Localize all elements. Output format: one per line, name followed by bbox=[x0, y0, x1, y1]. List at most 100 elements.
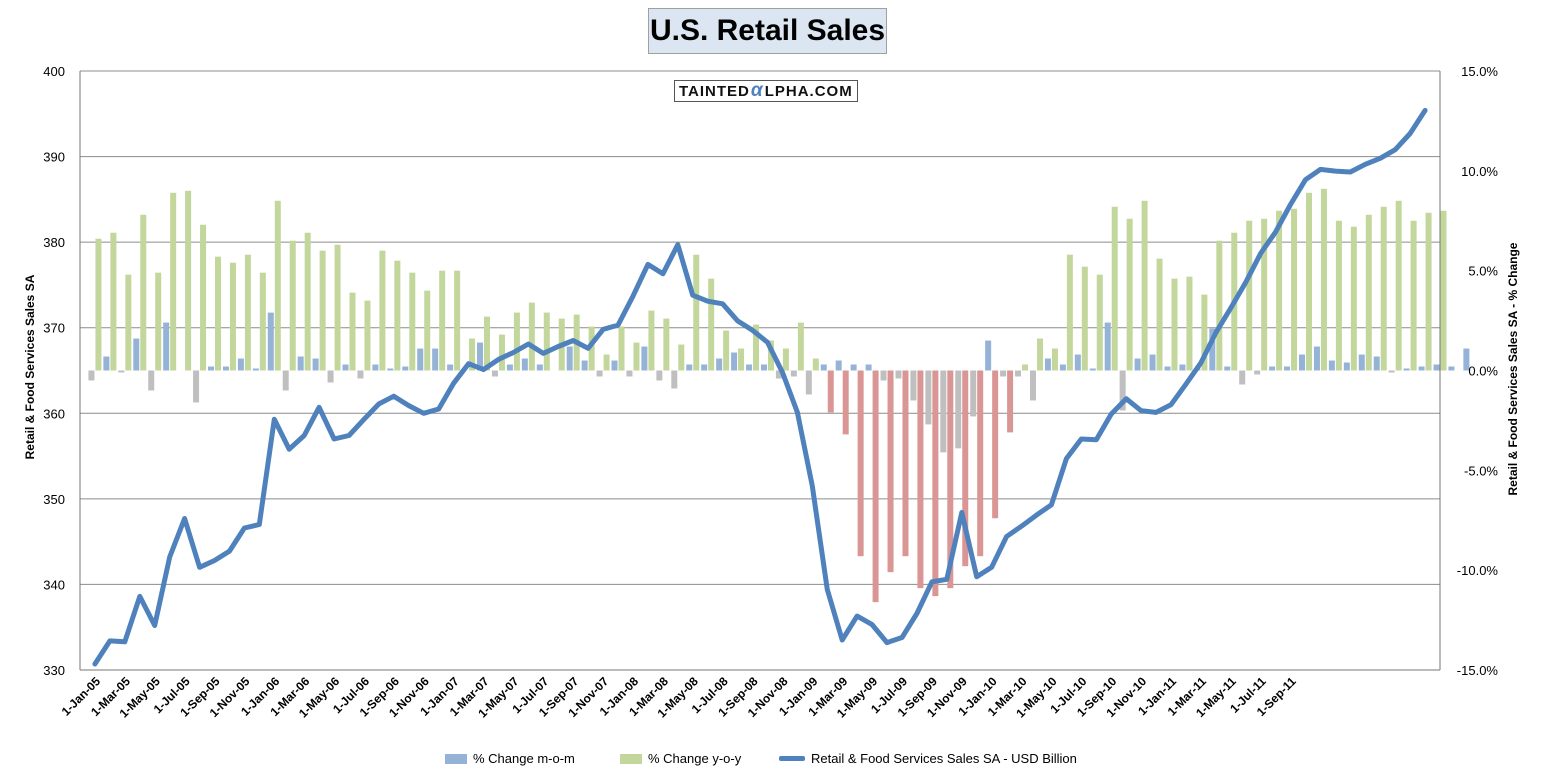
legend: % Change m-o-m % Change y-o-y Retail & F… bbox=[0, 751, 1542, 771]
yoy-bar bbox=[259, 272, 266, 371]
yoy-bar bbox=[842, 370, 849, 435]
right-tick-labels: -15.0% -10.0% -5.0% 0.0% 5.0% 10.0% 15.0% bbox=[1457, 64, 1499, 678]
x-tick-labels: 1-Jan-051-Mar-051-May-051-Jul-051-Sep-05… bbox=[59, 674, 1299, 720]
yoy-bar bbox=[962, 370, 969, 567]
mom-bar bbox=[491, 370, 498, 377]
yoy-bar bbox=[1007, 370, 1014, 433]
mom-bar bbox=[686, 364, 693, 371]
yoy-bar bbox=[1410, 220, 1417, 371]
mom-bar bbox=[267, 312, 274, 371]
mom-bar bbox=[1089, 368, 1096, 371]
mom-bar bbox=[1254, 370, 1261, 375]
mom-bar bbox=[1463, 348, 1470, 371]
legend-swatch-yoy bbox=[620, 753, 642, 764]
legend-label-sales: Retail & Food Services Sales SA - USD Bi… bbox=[811, 751, 1077, 766]
mom-bar bbox=[611, 360, 618, 371]
yoy-bar bbox=[140, 214, 147, 371]
mom-bar bbox=[671, 370, 678, 389]
yoy-bar bbox=[304, 232, 311, 371]
mom-bar bbox=[1418, 366, 1425, 371]
mom-bar bbox=[163, 322, 170, 371]
yoy-bar bbox=[409, 272, 416, 371]
mom-bar bbox=[1179, 364, 1186, 371]
mom-bar bbox=[731, 352, 738, 371]
yoy-bar bbox=[932, 370, 939, 597]
mom-bar bbox=[282, 370, 289, 391]
watermark-alpha: α bbox=[750, 80, 764, 101]
yoy-bar bbox=[1036, 338, 1043, 371]
legend-label-yoy: % Change y-o-y bbox=[648, 751, 742, 766]
y2-tick-label: -10.0% bbox=[1457, 563, 1499, 578]
yoy-bar bbox=[1440, 210, 1447, 371]
mom-bar bbox=[506, 364, 513, 371]
yoy-bar bbox=[738, 348, 745, 371]
mom-bar bbox=[1015, 370, 1022, 377]
mom-bar bbox=[970, 370, 977, 417]
mom-bar bbox=[357, 370, 364, 379]
mom-bar bbox=[1149, 354, 1156, 371]
y-tick-label: 330 bbox=[43, 663, 65, 678]
yoy-bar bbox=[588, 326, 595, 371]
mom-bar bbox=[103, 356, 110, 371]
yoy-bar bbox=[1365, 214, 1372, 371]
y2-tick-label: 15.0% bbox=[1461, 64, 1498, 79]
y2-tick-label: 10.0% bbox=[1461, 164, 1498, 179]
y-tick-label: 390 bbox=[43, 150, 65, 165]
mom-bar bbox=[1104, 322, 1111, 371]
legend-item-sales: Retail & Food Services Sales SA - USD Bi… bbox=[779, 751, 1077, 766]
yoy-bar bbox=[1096, 274, 1103, 371]
yoy-bar bbox=[244, 254, 251, 371]
mom-bar bbox=[626, 370, 633, 377]
yoy-bar bbox=[334, 244, 341, 371]
yoy-bar bbox=[513, 312, 520, 371]
yoy-bar bbox=[484, 316, 491, 371]
yoy-bar bbox=[1276, 210, 1283, 371]
yoy-bar bbox=[887, 370, 894, 573]
chart-title: U.S. Retail Sales bbox=[648, 8, 887, 54]
mom-bar bbox=[342, 364, 349, 371]
yoy-bar bbox=[1126, 218, 1133, 371]
mom-bar bbox=[1000, 370, 1007, 377]
mom-bar bbox=[252, 368, 259, 371]
yoy-bar bbox=[379, 250, 386, 371]
mom-bar bbox=[656, 370, 663, 381]
legend-item-yoy: % Change y-o-y bbox=[620, 751, 741, 766]
yoy-bar bbox=[469, 338, 476, 371]
y-tick-label: 380 bbox=[43, 235, 65, 250]
mom-bar bbox=[835, 360, 842, 371]
y2-tick-label: 0.0% bbox=[1468, 364, 1498, 379]
mom-bar bbox=[895, 370, 902, 379]
mom-bar bbox=[1373, 356, 1380, 371]
yoy-bar bbox=[319, 250, 326, 371]
mom-bar bbox=[955, 370, 962, 449]
y-tick-label: 350 bbox=[43, 492, 65, 507]
yoy-bar bbox=[170, 192, 177, 371]
mom-bar bbox=[387, 368, 394, 371]
mom-bar bbox=[432, 348, 439, 371]
yoy-bar bbox=[454, 270, 461, 371]
mom-bar bbox=[925, 370, 932, 425]
mom-bar bbox=[1313, 346, 1320, 371]
y2-tick-label: -5.0% bbox=[1464, 463, 1498, 478]
yoy-bar bbox=[977, 370, 984, 557]
mom-bar bbox=[536, 364, 543, 371]
yoy-bar bbox=[394, 260, 401, 371]
left-tick-labels: 330 340 350 360 370 380 390 400 bbox=[43, 64, 65, 678]
mom-bar bbox=[1059, 364, 1066, 371]
yoy-bar bbox=[1261, 218, 1268, 371]
mom-bar bbox=[985, 340, 992, 371]
mom-bar bbox=[1284, 366, 1291, 371]
y-tick-label: 340 bbox=[43, 577, 65, 592]
mom-bar bbox=[1343, 362, 1350, 371]
yoy-bar bbox=[289, 240, 296, 371]
mom-bar bbox=[222, 366, 229, 371]
legend-swatch-mom bbox=[445, 753, 467, 764]
yoy-bar bbox=[812, 358, 819, 371]
yoy-bar bbox=[1051, 348, 1058, 371]
yoy-bar bbox=[439, 270, 446, 371]
yoy-bar bbox=[498, 334, 505, 371]
mom-bar bbox=[118, 370, 125, 373]
mom-bar bbox=[477, 342, 484, 371]
yoy-bar bbox=[185, 190, 192, 371]
